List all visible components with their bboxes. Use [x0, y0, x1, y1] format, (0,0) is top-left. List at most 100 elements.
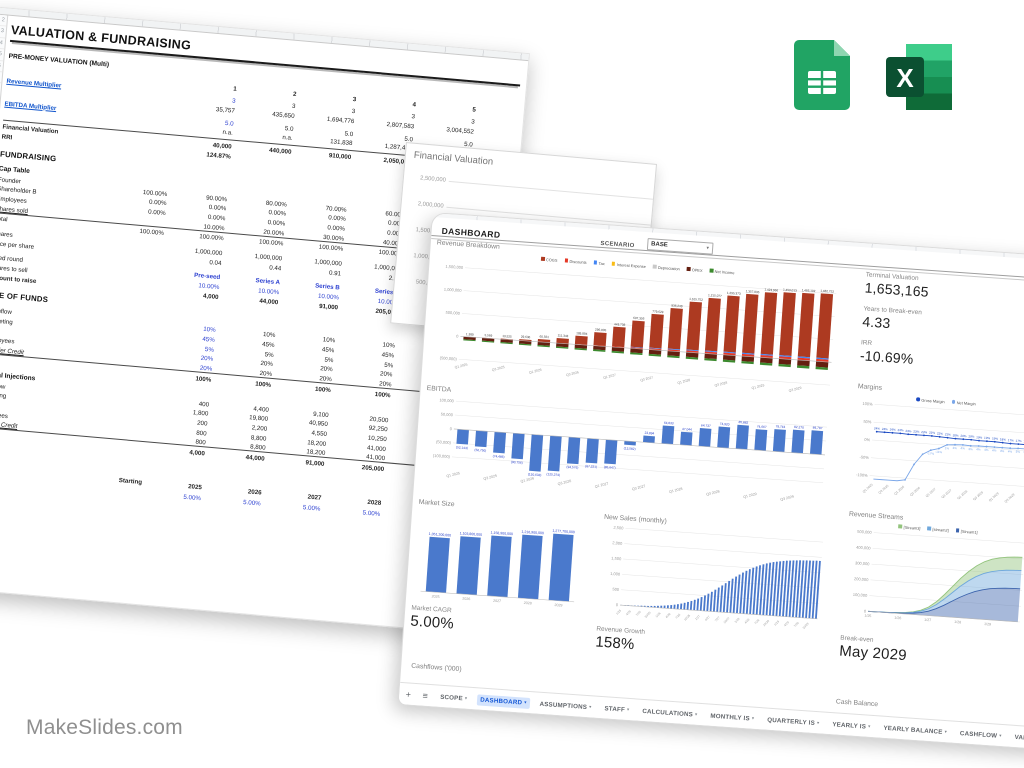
tab-dashboard[interactable]: DASHBOARD ▾ — [476, 693, 531, 709]
svg-text:Q1 2028: Q1 2028 — [956, 489, 968, 500]
svg-text:1,216,900,000: 1,216,900,000 — [521, 530, 544, 536]
svg-text:Q1 2029: Q1 2029 — [988, 491, 1000, 502]
data-point — [899, 432, 902, 435]
bar — [698, 428, 712, 447]
svg-text:X: X — [896, 63, 914, 93]
svg-text:20%: 20% — [968, 434, 975, 438]
tab-quarterly-is[interactable]: QUARTERLY IS ▾ — [764, 714, 823, 729]
bar-segment — [742, 352, 755, 355]
svg-text:111,343: 111,343 — [557, 333, 568, 338]
bar — [782, 560, 788, 617]
cell[interactable]: 5.00% — [183, 494, 202, 503]
cell[interactable]: 5.00% — [302, 504, 321, 514]
data-point — [970, 438, 973, 441]
svg-text:Q1 2026: Q1 2026 — [529, 368, 543, 375]
svg-text:17%: 17% — [1015, 439, 1022, 443]
bar — [529, 434, 544, 472]
tab-calculations[interactable]: CALCULATIONS ▾ — [639, 705, 701, 720]
bar — [425, 536, 450, 593]
svg-text:Q1 2025: Q1 2025 — [862, 483, 874, 494]
data-point — [1009, 442, 1012, 445]
bar-segment — [778, 358, 792, 365]
tab-assumptions[interactable]: ASSUMPTIONS ▾ — [536, 698, 595, 713]
bar — [798, 560, 805, 618]
svg-text:84,787: 84,787 — [813, 426, 823, 431]
svg-text:7/28: 7/28 — [753, 618, 760, 625]
bar-segment — [537, 344, 550, 348]
svg-text:23%: 23% — [921, 430, 928, 434]
tab-staff[interactable]: STAFF ▾ — [601, 703, 633, 716]
tab-scope[interactable]: SCOPE ▾ — [437, 691, 471, 704]
svg-text:1/25: 1/25 — [864, 614, 871, 618]
market-size-chart: 1,051,200,000 1,103,800,000 1,158,900,000 1… — [412, 508, 582, 611]
svg-text:Q1 2025: Q1 2025 — [446, 471, 460, 478]
bar-segment — [593, 332, 607, 347]
svg-text:Q3 2026: Q3 2026 — [909, 486, 921, 497]
bar — [680, 603, 683, 610]
svg-text:1/26: 1/26 — [894, 616, 901, 620]
svg-text:-50%: -50% — [859, 454, 869, 460]
svg-text:(130,633): (130,633) — [528, 472, 542, 477]
revenue-breakdown-panel: Revenue Breakdown COGS Discounts Tax Intere… — [426, 239, 840, 419]
tab-valuation[interactable]: VALUATION▾ — [1011, 731, 1024, 745]
svg-text:20%: 20% — [960, 434, 967, 438]
break-even-stat: Break-even May 2029 — [839, 635, 908, 665]
tab-menu-icon: ▾ — [944, 729, 948, 735]
svg-text:79,744: 79,744 — [775, 424, 785, 429]
bar-segment — [667, 308, 683, 350]
svg-text:2,000: 2,000 — [612, 540, 623, 546]
bar-segment — [630, 348, 643, 354]
svg-text:7/25: 7/25 — [635, 610, 642, 617]
data-point — [1009, 447, 1012, 450]
svg-text:85,882: 85,882 — [738, 420, 748, 425]
svg-text:7/27: 7/27 — [714, 615, 721, 622]
data-point — [954, 443, 956, 446]
svg-text:(50,000): (50,000) — [436, 439, 452, 445]
svg-text:(56,750): (56,750) — [474, 448, 486, 453]
add-sheet-icon[interactable]: + — [405, 689, 412, 700]
svg-text:779,629: 779,629 — [652, 309, 664, 314]
bar — [660, 605, 663, 609]
svg-text:29,636: 29,636 — [521, 335, 531, 340]
data-point — [875, 430, 878, 433]
bar-segment — [519, 339, 532, 342]
data-point — [962, 438, 965, 441]
bar — [717, 426, 731, 449]
bar — [661, 425, 675, 445]
svg-text:23%: 23% — [929, 431, 936, 435]
tab-yearly-is[interactable]: YEARLY IS ▾ — [829, 718, 874, 732]
bar-segment — [667, 350, 680, 357]
bar-segment — [779, 355, 792, 358]
chart-svg: 100,000 50,000 0 (50,000) (100,000) (52,143) (… — [433, 397, 827, 502]
tab-menu-icon: ▾ — [588, 704, 592, 710]
svg-text:Q1 2027: Q1 2027 — [594, 482, 608, 489]
bar — [755, 565, 762, 615]
data-point — [985, 445, 988, 448]
svg-text:Q1 2028: Q1 2028 — [669, 487, 683, 494]
bar — [791, 429, 805, 454]
row-number: 3 — [0, 25, 7, 39]
cell[interactable] — [89, 493, 149, 498]
cell[interactable]: 5.00% — [242, 499, 261, 508]
bar — [585, 438, 599, 464]
tab-yearly-balance[interactable]: YEARLY BALANCE ▾ — [880, 722, 950, 738]
bar-segment — [742, 293, 759, 354]
bar — [809, 430, 824, 455]
tab-monthly-is[interactable]: MONTHLY IS ▾ — [707, 710, 758, 724]
svg-text:1,215,077: 1,215,077 — [708, 293, 722, 298]
data-point — [883, 431, 886, 434]
bar — [801, 560, 808, 618]
bar — [735, 574, 741, 614]
svg-text:50,000: 50,000 — [441, 411, 454, 417]
watermark: MakeSlides.com — [26, 716, 183, 739]
bar — [759, 564, 765, 615]
bar-segment — [722, 354, 736, 361]
all-sheets-menu-icon[interactable]: ≡ — [422, 690, 429, 701]
svg-text:0: 0 — [456, 333, 459, 338]
tab-cashflow[interactable]: CASHFLOW ▾ — [957, 727, 1005, 741]
svg-text:1,423,966: 1,423,966 — [764, 288, 778, 293]
bar-segment — [518, 343, 532, 346]
svg-text:189,894: 189,894 — [576, 331, 588, 336]
svg-text:Q3 2029: Q3 2029 — [788, 386, 802, 393]
cell[interactable]: 5.00% — [362, 509, 381, 519]
